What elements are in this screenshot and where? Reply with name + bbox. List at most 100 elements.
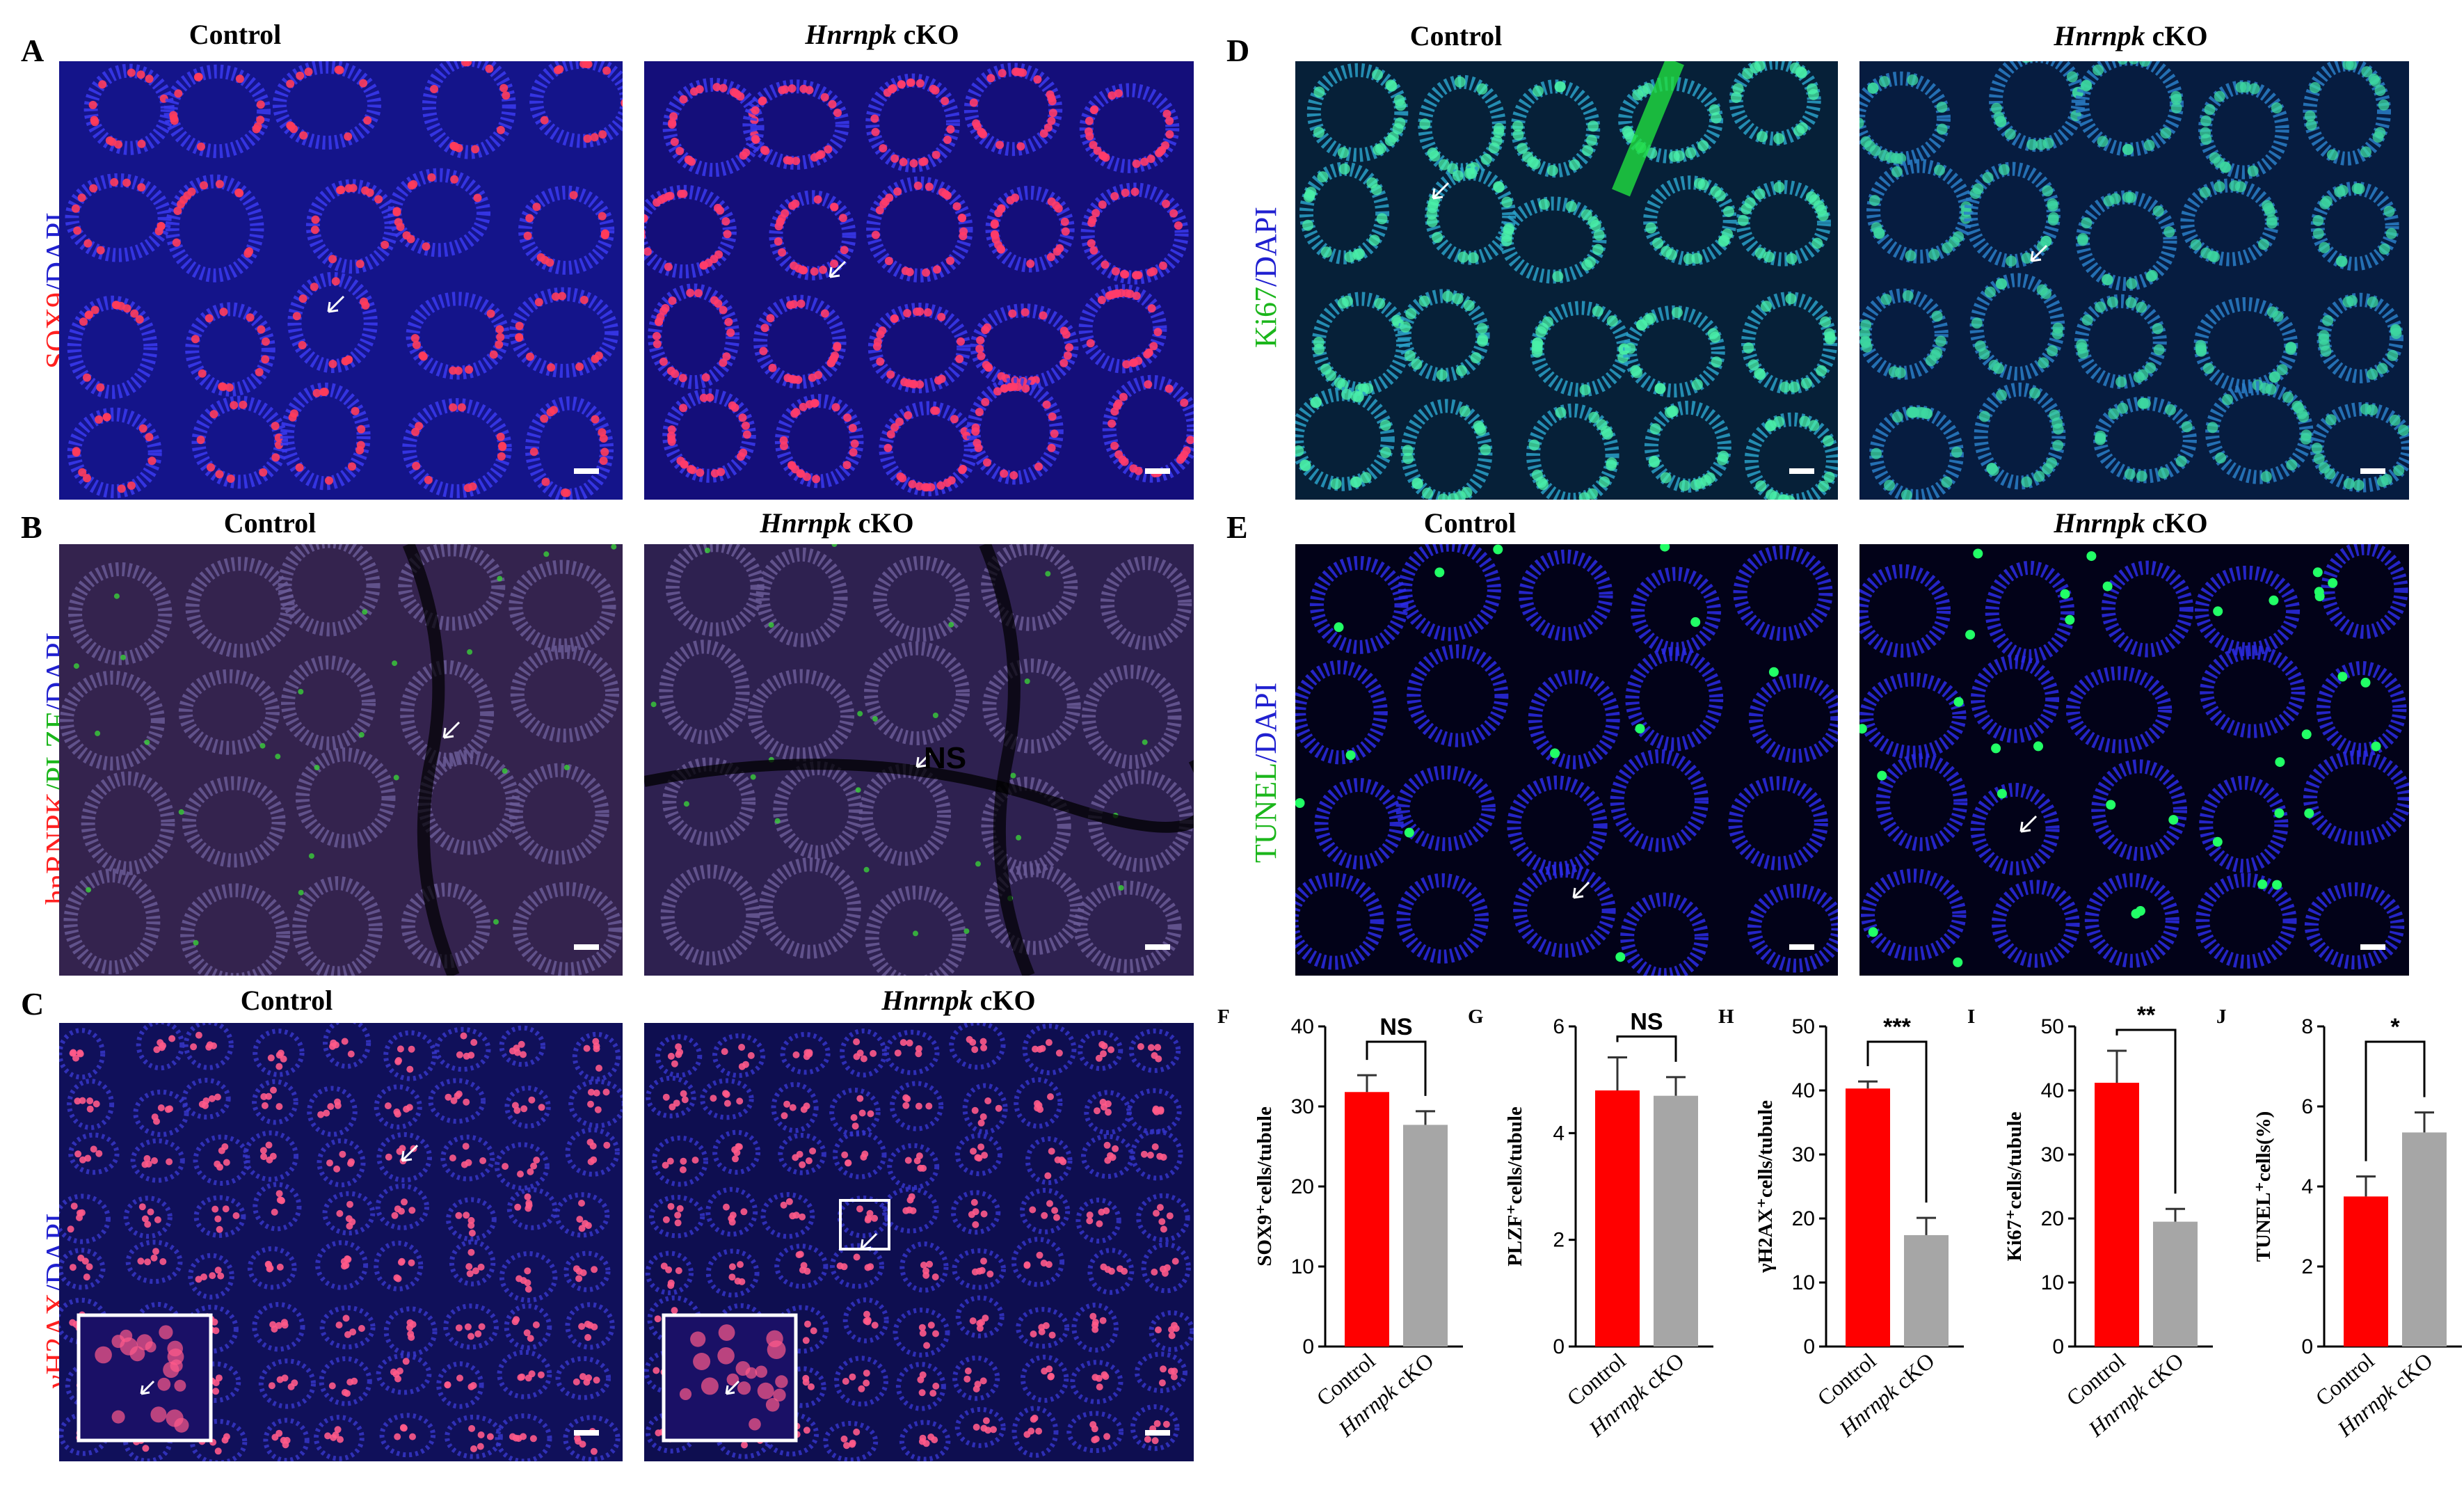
y-tick-label: 0 xyxy=(1803,1335,1815,1358)
y-tick-label: 6 xyxy=(2301,1095,2313,1118)
panel-c-control-title: Control xyxy=(240,985,333,1016)
panel-letter: H xyxy=(1718,1006,1734,1028)
bar-control xyxy=(1345,1092,1389,1347)
panel-e-ko-title: Hnrnpk cKO xyxy=(2054,509,2207,537)
y-tick-label: 10 xyxy=(1291,1255,1314,1278)
y-tick-label: 4 xyxy=(2301,1175,2313,1198)
panel-label-c: C xyxy=(21,986,45,1022)
micrograph-d-ko xyxy=(1859,61,2409,500)
micrograph-texture xyxy=(644,1023,1194,1461)
chart-i: I01020304050Ki67⁺cells/tubule**ControlHn… xyxy=(1967,1002,2213,1442)
stain-sep: / xyxy=(1249,754,1283,763)
bar-control xyxy=(2095,1082,2139,1347)
bar-ko xyxy=(1904,1234,1949,1347)
gene-name: Hnrnpk xyxy=(760,507,851,539)
y-axis-label: Ki67⁺cells/tubule xyxy=(2003,1111,2026,1261)
panel-d-ko-title: Hnrnpk cKO xyxy=(2054,22,2207,50)
ko-suffix: cKO xyxy=(2145,507,2208,539)
panel-e-control-title: Control xyxy=(1423,507,1517,539)
micrograph-b-ko xyxy=(644,544,1194,976)
significance-label: *** xyxy=(1883,1014,1911,1040)
significance-bracket xyxy=(1616,1035,1677,1062)
panel-c-ko-title: Hnrnpk cKO xyxy=(881,987,1035,1015)
significance-label: NS xyxy=(1379,1014,1412,1040)
significance-label: ** xyxy=(2137,1002,2156,1029)
ns-marker: NS xyxy=(924,741,967,775)
micrograph-c-control xyxy=(59,1023,623,1461)
y-tick-label: 20 xyxy=(2041,1207,2064,1230)
y-tick-label: 30 xyxy=(1291,1095,1314,1118)
y-tick-label: 30 xyxy=(2041,1143,2064,1166)
panel-d-stain-label: Ki67/DAPI xyxy=(1249,207,1283,348)
y-tick-label: 2 xyxy=(2301,1255,2313,1278)
micrograph-e-ko xyxy=(1859,544,2409,976)
y-tick-label: 50 xyxy=(1792,1015,1815,1038)
y-tick-label: 20 xyxy=(1792,1207,1815,1230)
micrograph-a-control xyxy=(59,61,623,500)
panel-letter: I xyxy=(1967,1006,1975,1028)
stain-tunel: TUNEL xyxy=(1249,762,1283,863)
bar-ko xyxy=(1654,1095,1698,1347)
micrograph-a-ko xyxy=(644,61,1194,500)
y-tick-label: 50 xyxy=(2041,1015,2064,1038)
y-axis-label: PLZF⁺cells/tubule xyxy=(1504,1106,1526,1266)
y-tick-label: 0 xyxy=(2052,1335,2064,1358)
micrograph-texture xyxy=(59,61,623,500)
panel-a-ko-title: Hnrnpk cKO xyxy=(805,21,959,49)
y-tick-label: 30 xyxy=(1792,1143,1815,1166)
gene-name: Hnrnpk xyxy=(2054,507,2145,539)
y-tick-label: 8 xyxy=(2301,1015,2313,1038)
panel-b-control-title: Control xyxy=(223,507,317,539)
significance-bracket xyxy=(2365,1040,2426,1161)
panel-d-control-title: Control xyxy=(1409,20,1503,51)
gene-name: Hnrnpk xyxy=(881,985,973,1016)
y-axis-label: SOX9⁺cells/tubule xyxy=(1254,1106,1276,1266)
bar-control xyxy=(1846,1088,1890,1347)
y-tick-label: 0 xyxy=(1302,1335,1314,1358)
significance-bracket xyxy=(1866,1040,1928,1203)
panel-letter: J xyxy=(2216,1006,2227,1028)
panel-label-a: A xyxy=(21,33,45,68)
y-tick-label: 0 xyxy=(1553,1335,1565,1358)
panel-label-b: B xyxy=(21,509,42,545)
bar-control xyxy=(2344,1196,2388,1347)
micrograph-texture xyxy=(59,1023,623,1461)
y-tick-label: 40 xyxy=(2041,1079,2064,1102)
micrograph-e-control xyxy=(1295,544,1838,976)
y-tick-label: 6 xyxy=(1553,1015,1565,1038)
chart-h: H01020304050γH2AX⁺cells/tubule***Control… xyxy=(1718,1006,1964,1442)
bar-ko xyxy=(2153,1221,2198,1347)
micrograph-texture xyxy=(59,544,623,976)
micrograph-texture xyxy=(1295,61,1838,500)
stain-dapi: DAPI xyxy=(1249,207,1283,278)
y-tick-label: 40 xyxy=(1792,1079,1815,1102)
micrograph-texture xyxy=(644,61,1194,500)
y-tick-label: 10 xyxy=(1792,1271,1815,1294)
micrograph-b-control xyxy=(59,544,623,976)
ko-suffix: cKO xyxy=(851,507,914,539)
significance-bracket xyxy=(2115,1029,2177,1194)
panel-b-ko-title: Hnrnpk cKO xyxy=(760,509,913,537)
bar-ko xyxy=(1403,1125,1448,1347)
panel-letter: F xyxy=(1217,1006,1230,1028)
bar-control xyxy=(1595,1090,1640,1347)
micrograph-texture xyxy=(1859,61,2409,500)
significance-bracket xyxy=(1366,1040,1427,1096)
ko-suffix: cKO xyxy=(2145,20,2208,51)
stain-sep: / xyxy=(1249,278,1283,287)
y-tick-label: 2 xyxy=(1553,1229,1565,1252)
y-axis-label: TUNEL⁺cells(%) xyxy=(2253,1111,2275,1262)
y-tick-label: 40 xyxy=(1291,1015,1314,1038)
ko-suffix: cKO xyxy=(973,985,1036,1016)
y-tick-label: 4 xyxy=(1553,1122,1565,1145)
gene-name: Hnrnpk xyxy=(2054,20,2145,51)
bar-ko xyxy=(2402,1132,2447,1347)
micrograph-texture xyxy=(1295,544,1838,976)
ko-suffix: cKO xyxy=(896,19,959,50)
y-tick-label: 10 xyxy=(2041,1271,2064,1294)
y-axis-label: γH2AX⁺cells/tubule xyxy=(1754,1100,1777,1273)
significance-label: * xyxy=(2390,1014,2400,1040)
micrograph-texture xyxy=(644,544,1194,976)
stain-ki67: Ki67 xyxy=(1249,287,1283,348)
